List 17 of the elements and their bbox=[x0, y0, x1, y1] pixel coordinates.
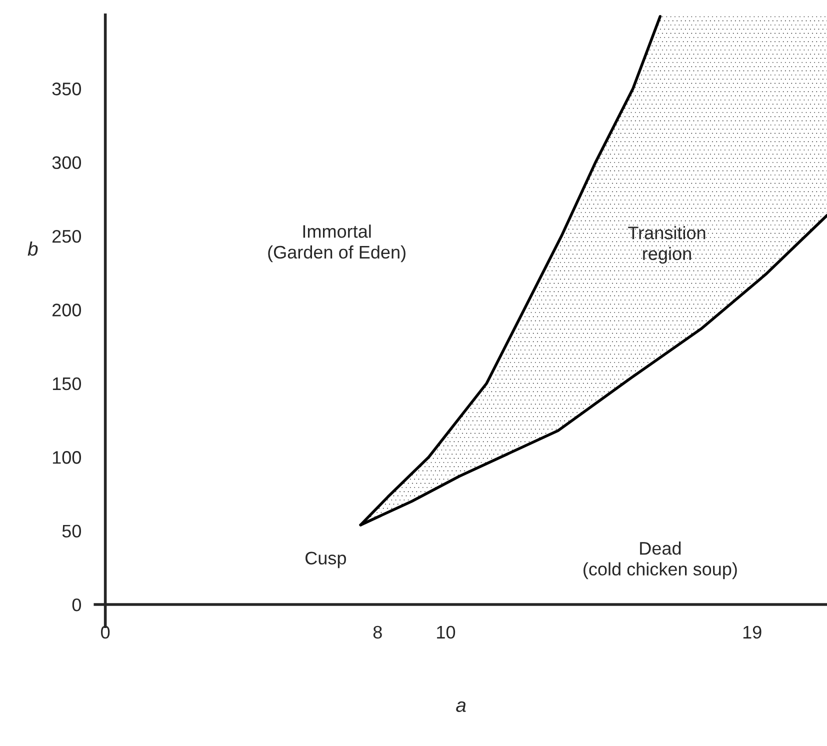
y-tick-label: 100 bbox=[52, 451, 82, 464]
x-tick-label: 8 bbox=[373, 626, 382, 639]
y-tick-label: 300 bbox=[52, 156, 82, 170]
y-tick-label: 50 bbox=[62, 524, 81, 538]
x-axis-title: a bbox=[456, 701, 466, 712]
x-tick-label: 19 bbox=[743, 626, 762, 639]
y-tick-label: 150 bbox=[52, 377, 82, 390]
annotation: Immortal (Garden of Eden) bbox=[268, 224, 406, 262]
y-tick-label: 350 bbox=[52, 82, 82, 96]
y-axis-title: b bbox=[28, 241, 38, 256]
annotation: Dead (cold chicken soup) bbox=[584, 542, 737, 580]
annotation: Transition region bbox=[628, 226, 706, 264]
y-tick-label: 0 bbox=[72, 598, 81, 612]
x-tick-label: 10 bbox=[437, 626, 456, 639]
y-tick-label: 250 bbox=[52, 230, 82, 243]
y-tick-label: 200 bbox=[52, 304, 82, 316]
annotation: Cusp bbox=[306, 552, 346, 568]
